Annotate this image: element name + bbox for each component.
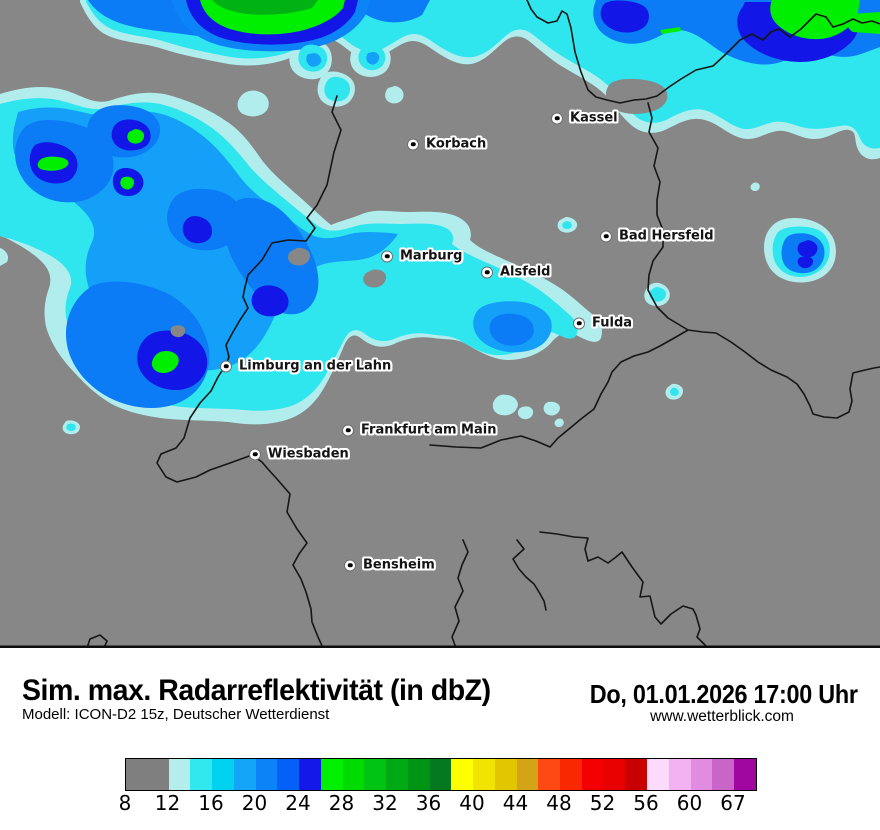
legend-tick-label: 36 bbox=[415, 791, 442, 815]
legend-tick-label: 56 bbox=[633, 791, 659, 815]
legend-cell bbox=[126, 759, 169, 790]
radar-map: Kassel Korbach Bad Hersfeld Marburg Alsfeld F… bbox=[0, 0, 880, 648]
legend-cell bbox=[277, 759, 299, 790]
city-marker: Kassel bbox=[551, 111, 618, 126]
legend-tick-label: 44 bbox=[502, 791, 529, 815]
legend-cell bbox=[429, 759, 452, 790]
city-label: Fulda bbox=[592, 315, 633, 331]
legend-tick-label: 16 bbox=[198, 791, 224, 815]
legend-cell bbox=[712, 759, 734, 790]
city-dot-icon bbox=[407, 138, 419, 150]
city-dot-icon bbox=[249, 448, 261, 460]
forecast-datetime: Do, 01.01.2026 17:00 Uhr bbox=[590, 679, 858, 709]
legend-cell bbox=[168, 759, 191, 790]
city-dot-icon bbox=[381, 250, 393, 262]
legend-cell bbox=[255, 759, 278, 790]
footer: Sim. max. Radarreflektivität (in dbZ) Do… bbox=[0, 648, 880, 830]
legend-cell bbox=[320, 759, 343, 790]
legend-tick-label: 52 bbox=[589, 791, 616, 815]
legend-tick-label: 60 bbox=[676, 791, 703, 815]
radar-map-svg bbox=[0, 0, 880, 648]
legend-cell bbox=[647, 759, 669, 790]
legend-tick-label: 8 bbox=[118, 791, 132, 815]
legend-tick-label: 20 bbox=[241, 791, 268, 815]
model-info: Modell: ICON-D2 15z, Deutscher Wetterdie… bbox=[22, 706, 330, 723]
city-dot-icon bbox=[551, 112, 563, 124]
city-marker: Bensheim bbox=[344, 558, 435, 573]
legend-cell bbox=[233, 759, 256, 790]
legend-cell bbox=[581, 759, 604, 790]
city-label: Marburg bbox=[400, 248, 463, 264]
legend-tick-labels: 8 12 16 20 24 28 32 36 40 44 48 52 56 60 67 bbox=[119, 791, 785, 817]
city-layer: Kassel Korbach Bad Hersfeld Marburg Alsfeld F… bbox=[0, 0, 880, 648]
city-marker: Fulda bbox=[573, 316, 632, 331]
city-marker: Alsfeld bbox=[481, 265, 551, 280]
legend-tick-label: 48 bbox=[546, 791, 572, 815]
legend-cell bbox=[299, 759, 321, 790]
city-label: Bad Hersfeld bbox=[619, 228, 714, 244]
city-label: Korbach bbox=[426, 136, 487, 152]
map-bottom-frame bbox=[0, 645, 880, 648]
legend-tick-label: 67 bbox=[720, 791, 746, 815]
city-marker: Wiesbaden bbox=[249, 447, 349, 462]
legend-cell bbox=[407, 759, 430, 790]
city-marker: Bad Hersfeld bbox=[600, 229, 714, 244]
city-dot-icon bbox=[600, 230, 612, 242]
legend-cell bbox=[212, 759, 234, 790]
city-label: Wiesbaden bbox=[268, 446, 349, 462]
legend-cell bbox=[473, 759, 495, 790]
legend-cell bbox=[538, 759, 560, 790]
legend-cell bbox=[690, 759, 713, 790]
city-label: Bensheim bbox=[363, 557, 435, 573]
page-title: Sim. max. Radarreflektivität (in dbZ) bbox=[22, 674, 491, 707]
city-marker: Korbach bbox=[407, 137, 486, 152]
city-dot-icon bbox=[573, 317, 585, 329]
city-marker: Frankfurt am Main bbox=[342, 423, 496, 438]
legend-cell bbox=[190, 759, 212, 790]
legend-colorbar bbox=[125, 758, 757, 791]
legend-cell bbox=[560, 759, 582, 790]
city-label: Alsfeld bbox=[500, 264, 551, 280]
city-dot-icon bbox=[220, 360, 232, 372]
legend-cell bbox=[734, 759, 756, 790]
city-label: Limburg an der Lahn bbox=[239, 358, 392, 374]
legend-cell bbox=[668, 759, 691, 790]
legend-cell bbox=[603, 759, 626, 790]
city-dot-icon bbox=[344, 559, 356, 571]
legend-cell bbox=[494, 759, 517, 790]
legend-tick-label: 12 bbox=[154, 791, 181, 815]
city-dot-icon bbox=[481, 266, 493, 278]
city-label: Kassel bbox=[570, 110, 618, 126]
legend-cell bbox=[451, 759, 473, 790]
legend-cell bbox=[342, 759, 365, 790]
legend-cell bbox=[386, 759, 408, 790]
website-url: www.wetterblick.com bbox=[650, 708, 794, 725]
legend-tick-label: 24 bbox=[285, 791, 311, 815]
legend-tick-label: 32 bbox=[372, 791, 398, 815]
city-marker: Limburg an der Lahn bbox=[220, 359, 391, 374]
legend-cell bbox=[364, 759, 386, 790]
legend-cell bbox=[516, 759, 539, 790]
legend-tick-label: 40 bbox=[459, 791, 485, 815]
legend-cell bbox=[625, 759, 647, 790]
city-label: Frankfurt am Main bbox=[361, 422, 497, 438]
city-marker: Marburg bbox=[381, 249, 462, 264]
legend-tick-label: 28 bbox=[328, 791, 355, 815]
city-dot-icon bbox=[342, 424, 354, 436]
